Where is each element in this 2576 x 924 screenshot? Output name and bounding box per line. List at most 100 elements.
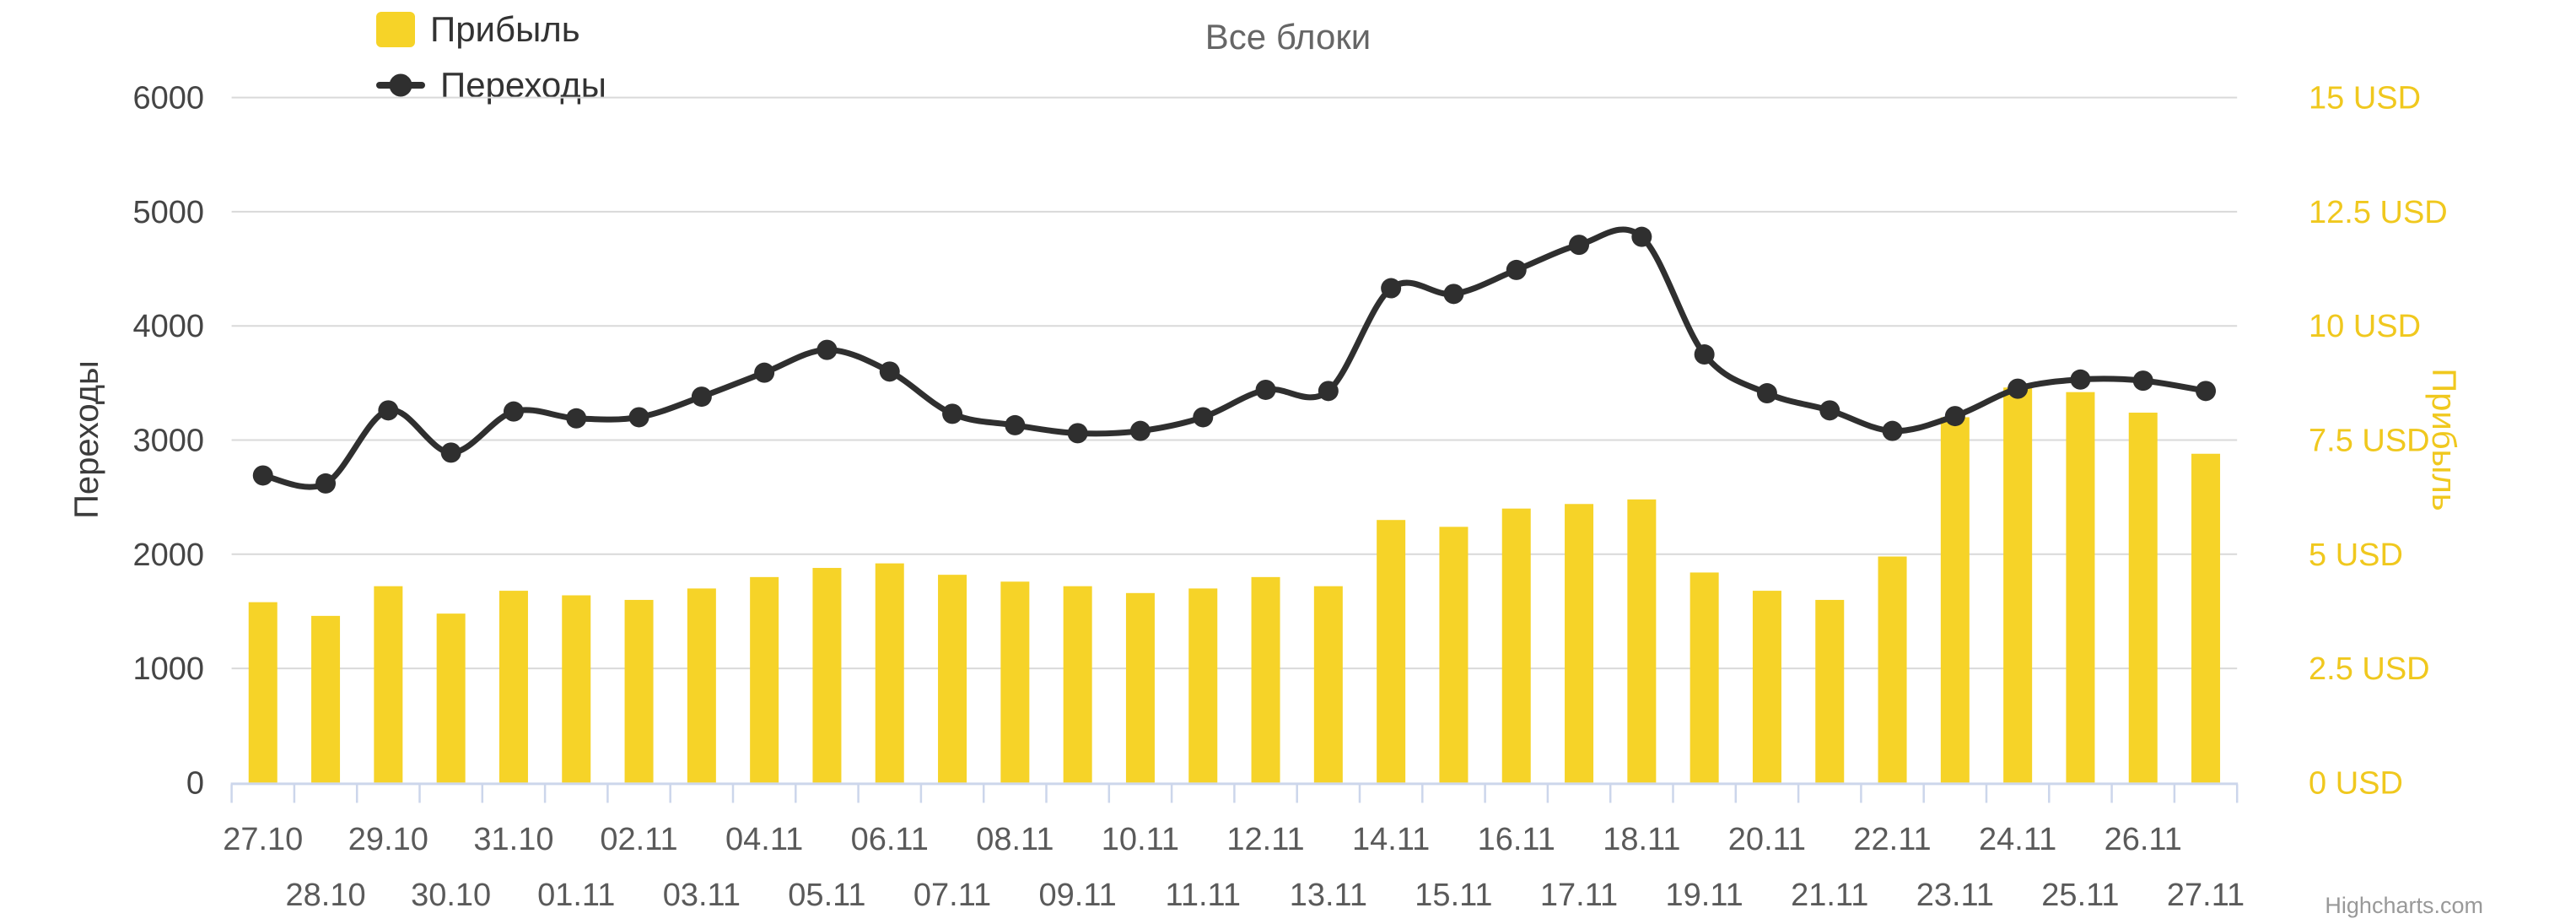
x-axis-label: 27.10 [223,822,303,857]
bar[interactable] [1501,508,1531,783]
bar[interactable] [2003,387,2033,783]
bar[interactable] [1752,591,1781,783]
line-marker[interactable] [1819,400,1840,421]
y-axis-label-left: 3000 [132,424,204,459]
line-marker[interactable] [1944,406,1965,427]
line-series [260,226,2209,490]
x-axis-label: 22.11 [1853,822,1931,857]
bar[interactable] [875,563,904,783]
x-axis-label: 06.11 [851,822,929,857]
x-axis-label: 31.10 [473,822,553,857]
x-axis-label: 20.11 [1728,822,1806,857]
line-marker[interactable] [1443,284,1464,305]
line-marker[interactable] [440,442,461,463]
bar[interactable] [1815,599,1845,783]
line-marker[interactable] [1005,414,1026,435]
line-marker[interactable] [1506,259,1527,280]
bar[interactable] [311,615,341,783]
transitions-swatch-dot-icon [389,73,412,97]
bar[interactable] [1000,581,1030,783]
line-marker[interactable] [378,400,399,421]
bar[interactable] [1377,520,1406,783]
x-axis-label: 02.11 [600,822,677,857]
line-marker[interactable] [628,407,649,428]
line-marker[interactable] [1882,420,1903,441]
line-marker[interactable] [1193,407,1214,428]
line-marker[interactable] [691,386,712,408]
line-marker[interactable] [1067,423,1088,444]
line-marker[interactable] [879,361,900,382]
x-axis-label: 21.11 [1791,878,1868,913]
x-axis-label: 24.11 [1979,822,2056,857]
line-marker[interactable] [816,339,838,360]
bar[interactable] [1878,556,1907,783]
x-axis-label: 19.11 [1666,878,1743,913]
line-marker[interactable] [315,473,337,494]
bar[interactable] [624,599,654,783]
line-marker[interactable] [2007,378,2029,399]
credits-link[interactable]: Highcharts.com [2325,893,2483,918]
bar[interactable] [1313,586,1343,783]
y-axis-label-left: 6000 [132,81,204,116]
line-marker[interactable] [1318,381,1339,402]
bar[interactable] [1689,572,1719,783]
line-marker[interactable] [2070,369,2091,390]
line-marker[interactable] [252,465,273,486]
x-axis-label: 15.11 [1415,878,1492,913]
bar[interactable] [1063,586,1092,783]
line-marker[interactable] [754,362,775,383]
bar[interactable] [498,591,528,783]
line-marker[interactable] [1569,235,1590,256]
y-axis-label-left: 5000 [132,195,204,230]
line-marker[interactable] [2196,381,2217,402]
legend-item-profit[interactable]: Прибыль [376,7,606,52]
line-marker[interactable] [1631,226,1652,247]
x-axis-label: 27.11 [2167,878,2245,913]
line-marker[interactable] [1756,383,1777,404]
line-marker[interactable] [1381,278,1402,299]
bar[interactable] [2191,453,2221,783]
x-axis-label: 25.11 [2041,878,2119,913]
y-axis-label-right: 5 USD [2309,538,2403,573]
line-marker[interactable] [1694,344,1715,365]
x-axis-label: 04.11 [725,822,803,857]
bar[interactable] [1565,504,1594,783]
line-marker[interactable] [1255,379,1276,400]
bar[interactable] [562,595,591,783]
bar[interactable] [436,613,466,783]
line-marker[interactable] [1129,420,1151,441]
x-axis-label: 12.11 [1226,822,1304,857]
bar[interactable] [938,575,967,783]
bar[interactable] [374,586,403,783]
x-axis-label: 28.10 [286,878,366,913]
bar[interactable] [812,568,842,783]
line-marker[interactable] [942,403,963,424]
x-axis-label: 26.11 [2104,822,2182,857]
line-marker[interactable] [2132,370,2153,392]
bar[interactable] [750,576,779,783]
bar[interactable] [2066,392,2095,783]
bar[interactable] [248,602,278,783]
bar[interactable] [1627,499,1657,783]
x-axis-label: 16.11 [1478,822,1555,857]
x-axis-label: 08.11 [976,822,1054,857]
x-axis-label: 23.11 [1916,878,1994,913]
bar[interactable] [1125,592,1155,783]
x-axis-label: 30.10 [411,878,491,913]
x-axis-label: 17.11 [1540,878,1618,913]
line-marker[interactable] [566,408,587,429]
bar[interactable] [1940,417,1970,783]
y-axis-label-right: 2.5 USD [2309,651,2430,687]
y-axis-label-left: 1000 [132,651,204,687]
bar[interactable] [2128,413,2158,783]
bar[interactable] [1439,527,1469,783]
bar[interactable] [687,588,716,783]
chart-title: Все блоки [1204,17,1372,57]
bar[interactable] [1188,588,1218,783]
x-axis-label: 05.11 [788,878,865,913]
bar[interactable] [1251,576,1280,783]
x-axis-label: 13.11 [1290,878,1367,913]
line-marker[interactable] [503,401,524,422]
